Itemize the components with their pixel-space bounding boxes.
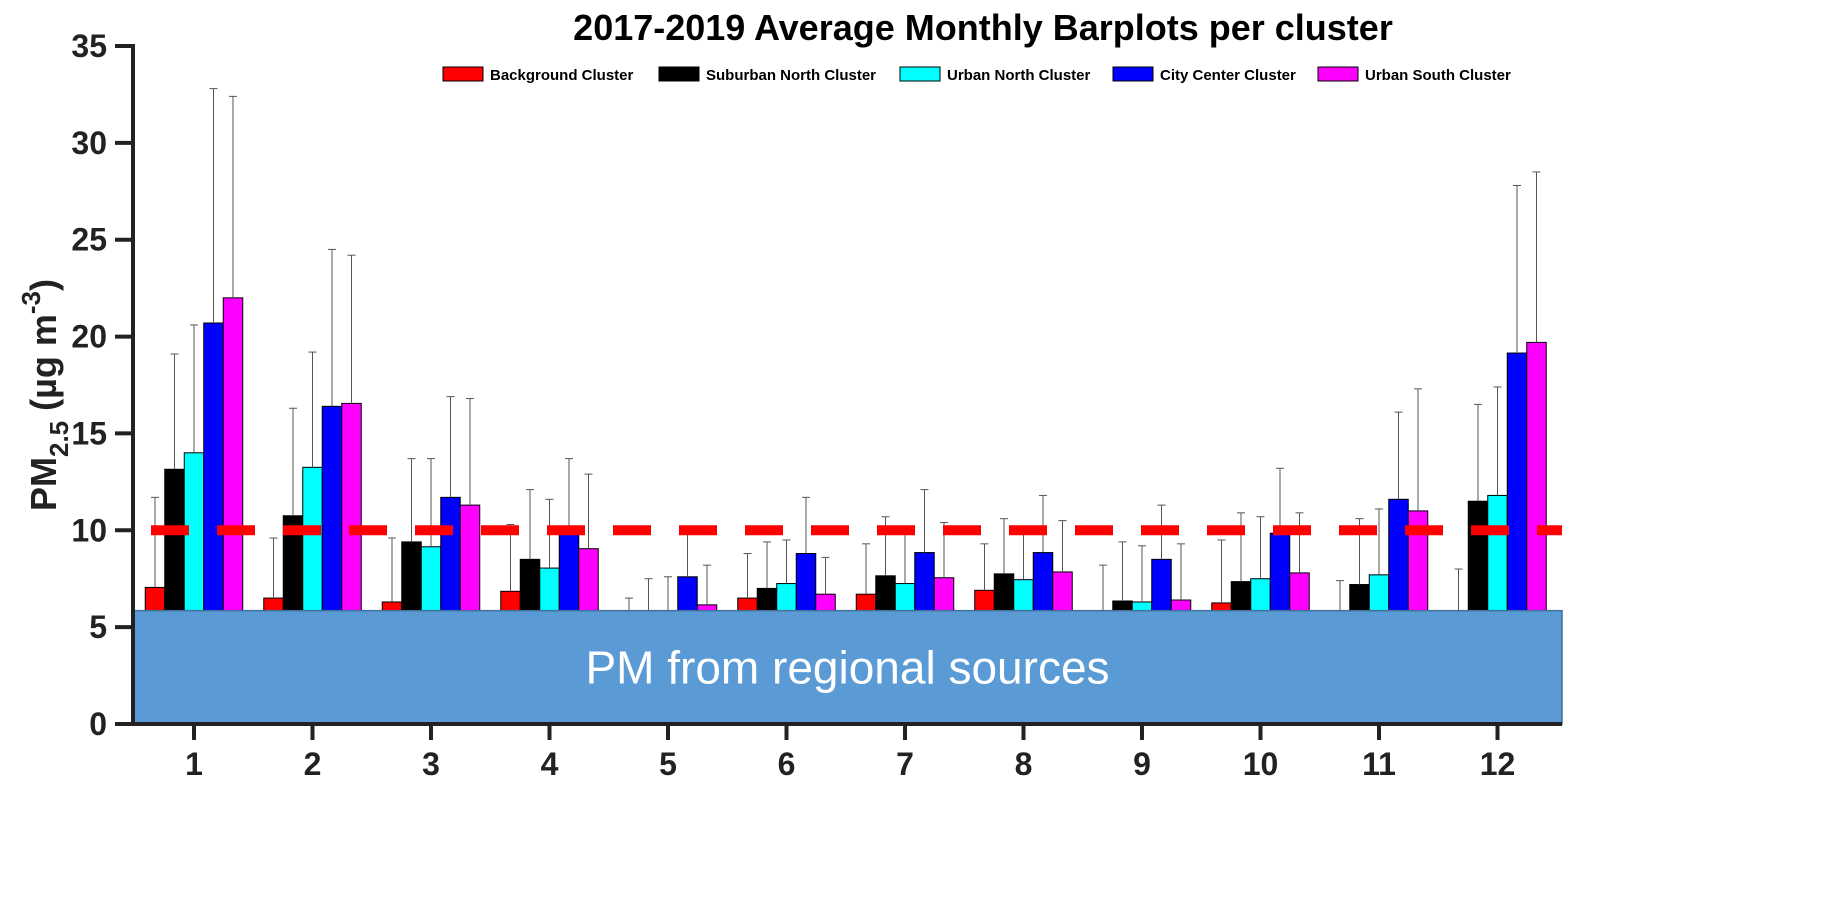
y-tick-label: 30 [71, 125, 107, 161]
y-label-unit-close: ) [23, 279, 64, 291]
y-label-superscript: -3 [16, 291, 46, 314]
y-tick-label: 15 [71, 415, 107, 451]
legend-swatch [899, 66, 941, 82]
y-tick-label: 0 [89, 706, 107, 742]
y-label-subscript: 2.5 [44, 421, 74, 457]
y-tick-label: 25 [71, 222, 107, 258]
regional-band-label: PM from regional sources [585, 641, 1109, 693]
legend-swatch [442, 66, 484, 82]
regional-band-box [132, 609, 1563, 725]
legend-label: Suburban North Cluster [706, 67, 876, 84]
y-tick-label: 20 [71, 319, 107, 355]
x-tick-label: 5 [659, 746, 677, 782]
legend: Background Cluster Suburban North Cluster… [442, 66, 1511, 84]
legend-label: Background Cluster [490, 67, 634, 84]
x-tick-label: 12 [1480, 746, 1516, 782]
x-tick-label: 4 [541, 746, 559, 782]
x-tick-label: 11 [1362, 746, 1396, 782]
legend-label: Urban South Cluster [1365, 67, 1511, 84]
legend-swatch [658, 66, 700, 82]
y-label-unit: (µg m [23, 314, 64, 421]
x-tick-label: 7 [896, 746, 914, 782]
x-tick-label: 1 [185, 746, 203, 782]
legend-label: Urban North Cluster [947, 67, 1091, 84]
x-tick-label: 3 [422, 746, 440, 782]
y-tick-label: 35 [71, 28, 107, 64]
legend-label: City Center Cluster [1160, 67, 1296, 84]
x-tick-label: 8 [1015, 746, 1033, 782]
x-tick-label: 9 [1133, 746, 1151, 782]
x-tick-label: 10 [1243, 746, 1279, 782]
y-label-main: PM [23, 457, 64, 511]
regional-band: PM from regional sources [132, 609, 1563, 725]
x-tick-label: 6 [778, 746, 796, 782]
y-tick-label: 5 [89, 609, 107, 645]
legend-swatch [1112, 66, 1154, 82]
x-tick-label: 2 [304, 746, 322, 782]
legend-swatch [1317, 66, 1359, 82]
chart-title: 2017-2019 Average Monthly Barplots per c… [573, 7, 1393, 48]
y-axis-label: PM2.5 (µg m-3) [16, 279, 74, 511]
y-tick-label: 10 [71, 512, 107, 548]
